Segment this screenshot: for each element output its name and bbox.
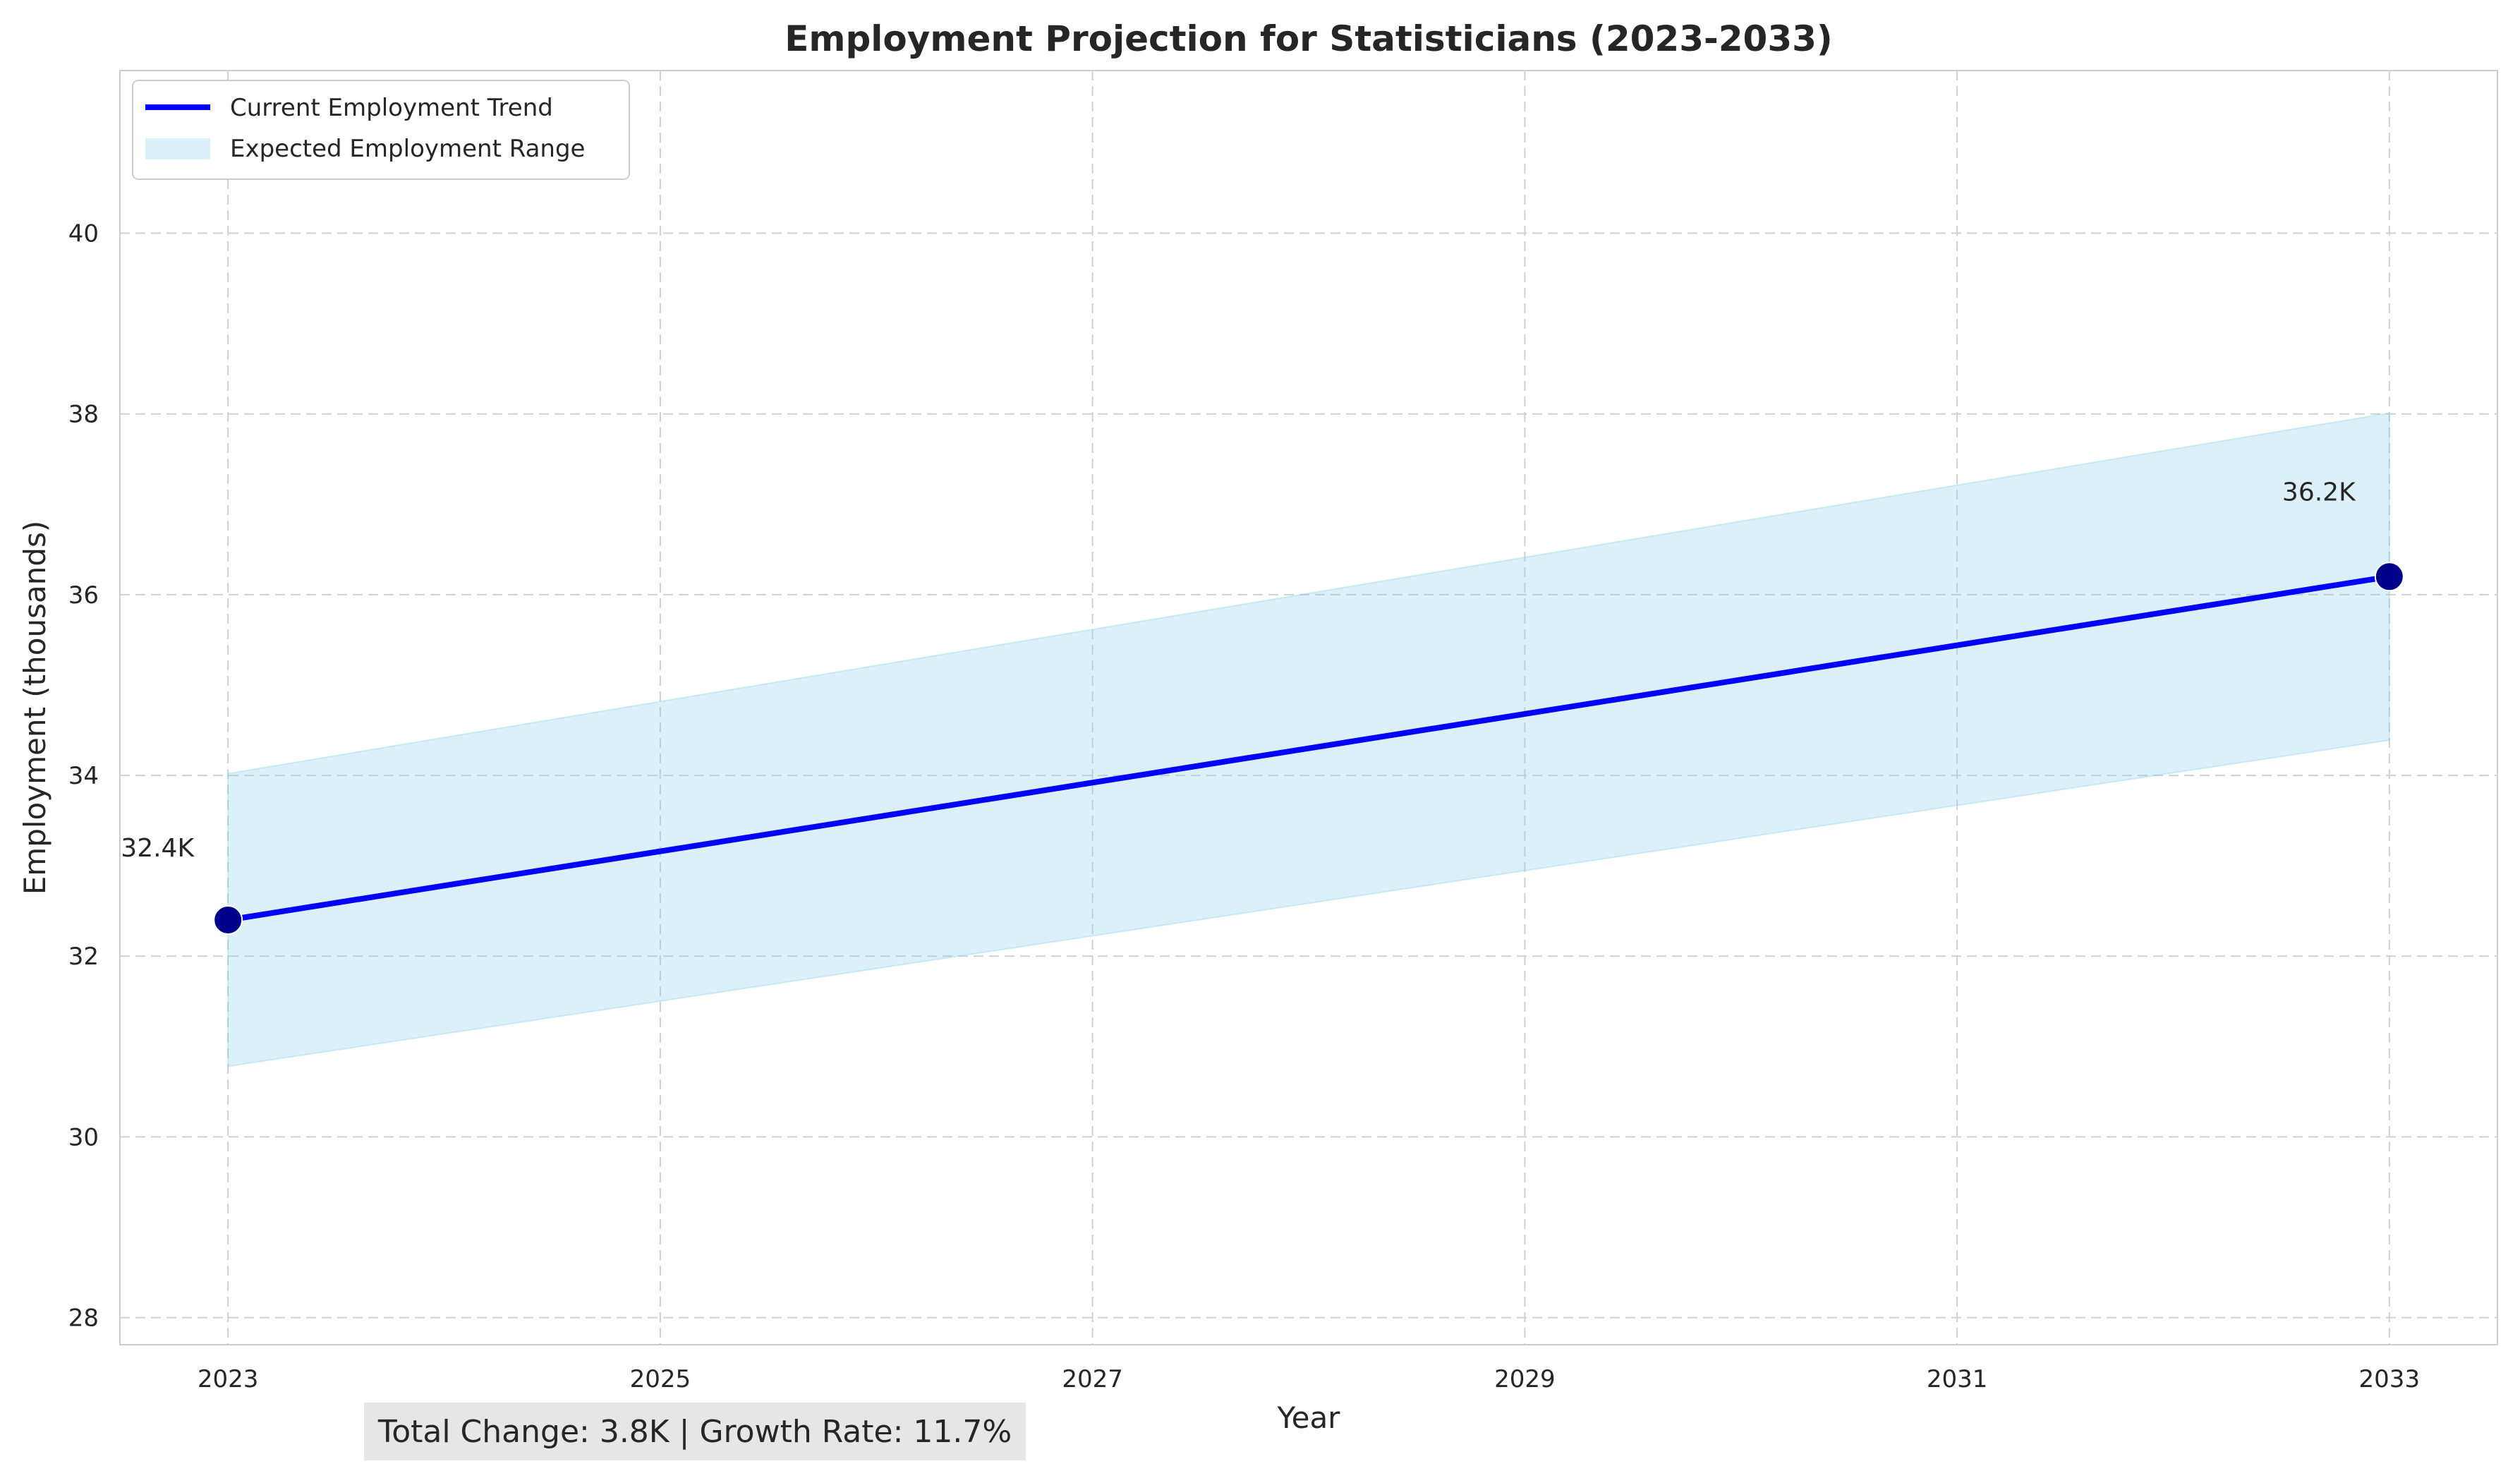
y-tick-label: 36 bbox=[68, 581, 99, 610]
series-lines bbox=[225, 574, 2392, 923]
legend-box bbox=[132, 80, 630, 180]
x-tick-label: 2025 bbox=[630, 1365, 691, 1393]
range-band bbox=[227, 412, 2390, 1067]
legend: Current Employment Trend Expected Employ… bbox=[132, 80, 630, 180]
x-axis-label: Year bbox=[1277, 1400, 1341, 1435]
summary-box: Total Change: 3.8K | Growth Rate: 11.7% bbox=[364, 1403, 1026, 1460]
point-labels: 32.4K 36.2K bbox=[121, 478, 2356, 863]
y-tick-label: 32 bbox=[68, 943, 99, 971]
tick-labels: 2023 2025 2027 2029 2031 2033 28 30 32 34 36 38 40 bbox=[68, 220, 2420, 1393]
plot-background bbox=[119, 70, 2498, 1345]
data-point-marker bbox=[213, 905, 243, 935]
chart-title: Employment Projection for Statisticians … bbox=[785, 18, 1833, 59]
legend-range-swatch bbox=[145, 138, 210, 159]
summary-background bbox=[364, 1403, 1026, 1460]
y-tick-label: 28 bbox=[68, 1304, 99, 1333]
summary-text: Total Change: 3.8K | Growth Rate: 11.7% bbox=[377, 1414, 1012, 1450]
legend-label-range: Expected Employment Range bbox=[230, 135, 585, 163]
data-point-label: 32.4K bbox=[121, 834, 195, 863]
y-axis-label: Employment (thousands) bbox=[18, 521, 52, 895]
markers bbox=[213, 562, 2404, 935]
grid bbox=[120, 71, 2497, 1345]
x-tick-label: 2029 bbox=[1494, 1365, 1556, 1393]
trend-line bbox=[225, 574, 2392, 923]
y-tick-label: 30 bbox=[68, 1123, 99, 1151]
expected-range-area bbox=[227, 412, 2390, 1067]
x-tick-label: 2031 bbox=[1927, 1365, 1988, 1393]
data-point-marker bbox=[2374, 562, 2404, 592]
y-tick-label: 34 bbox=[68, 762, 99, 790]
data-point-label: 36.2K bbox=[2282, 478, 2356, 507]
x-tick-label: 2023 bbox=[198, 1365, 259, 1393]
y-tick-label: 38 bbox=[68, 401, 99, 429]
x-tick-label: 2027 bbox=[1062, 1365, 1123, 1393]
x-tick-label: 2033 bbox=[2359, 1365, 2421, 1393]
y-tick-label: 40 bbox=[68, 220, 99, 248]
legend-label-trend: Current Employment Trend bbox=[230, 94, 553, 122]
